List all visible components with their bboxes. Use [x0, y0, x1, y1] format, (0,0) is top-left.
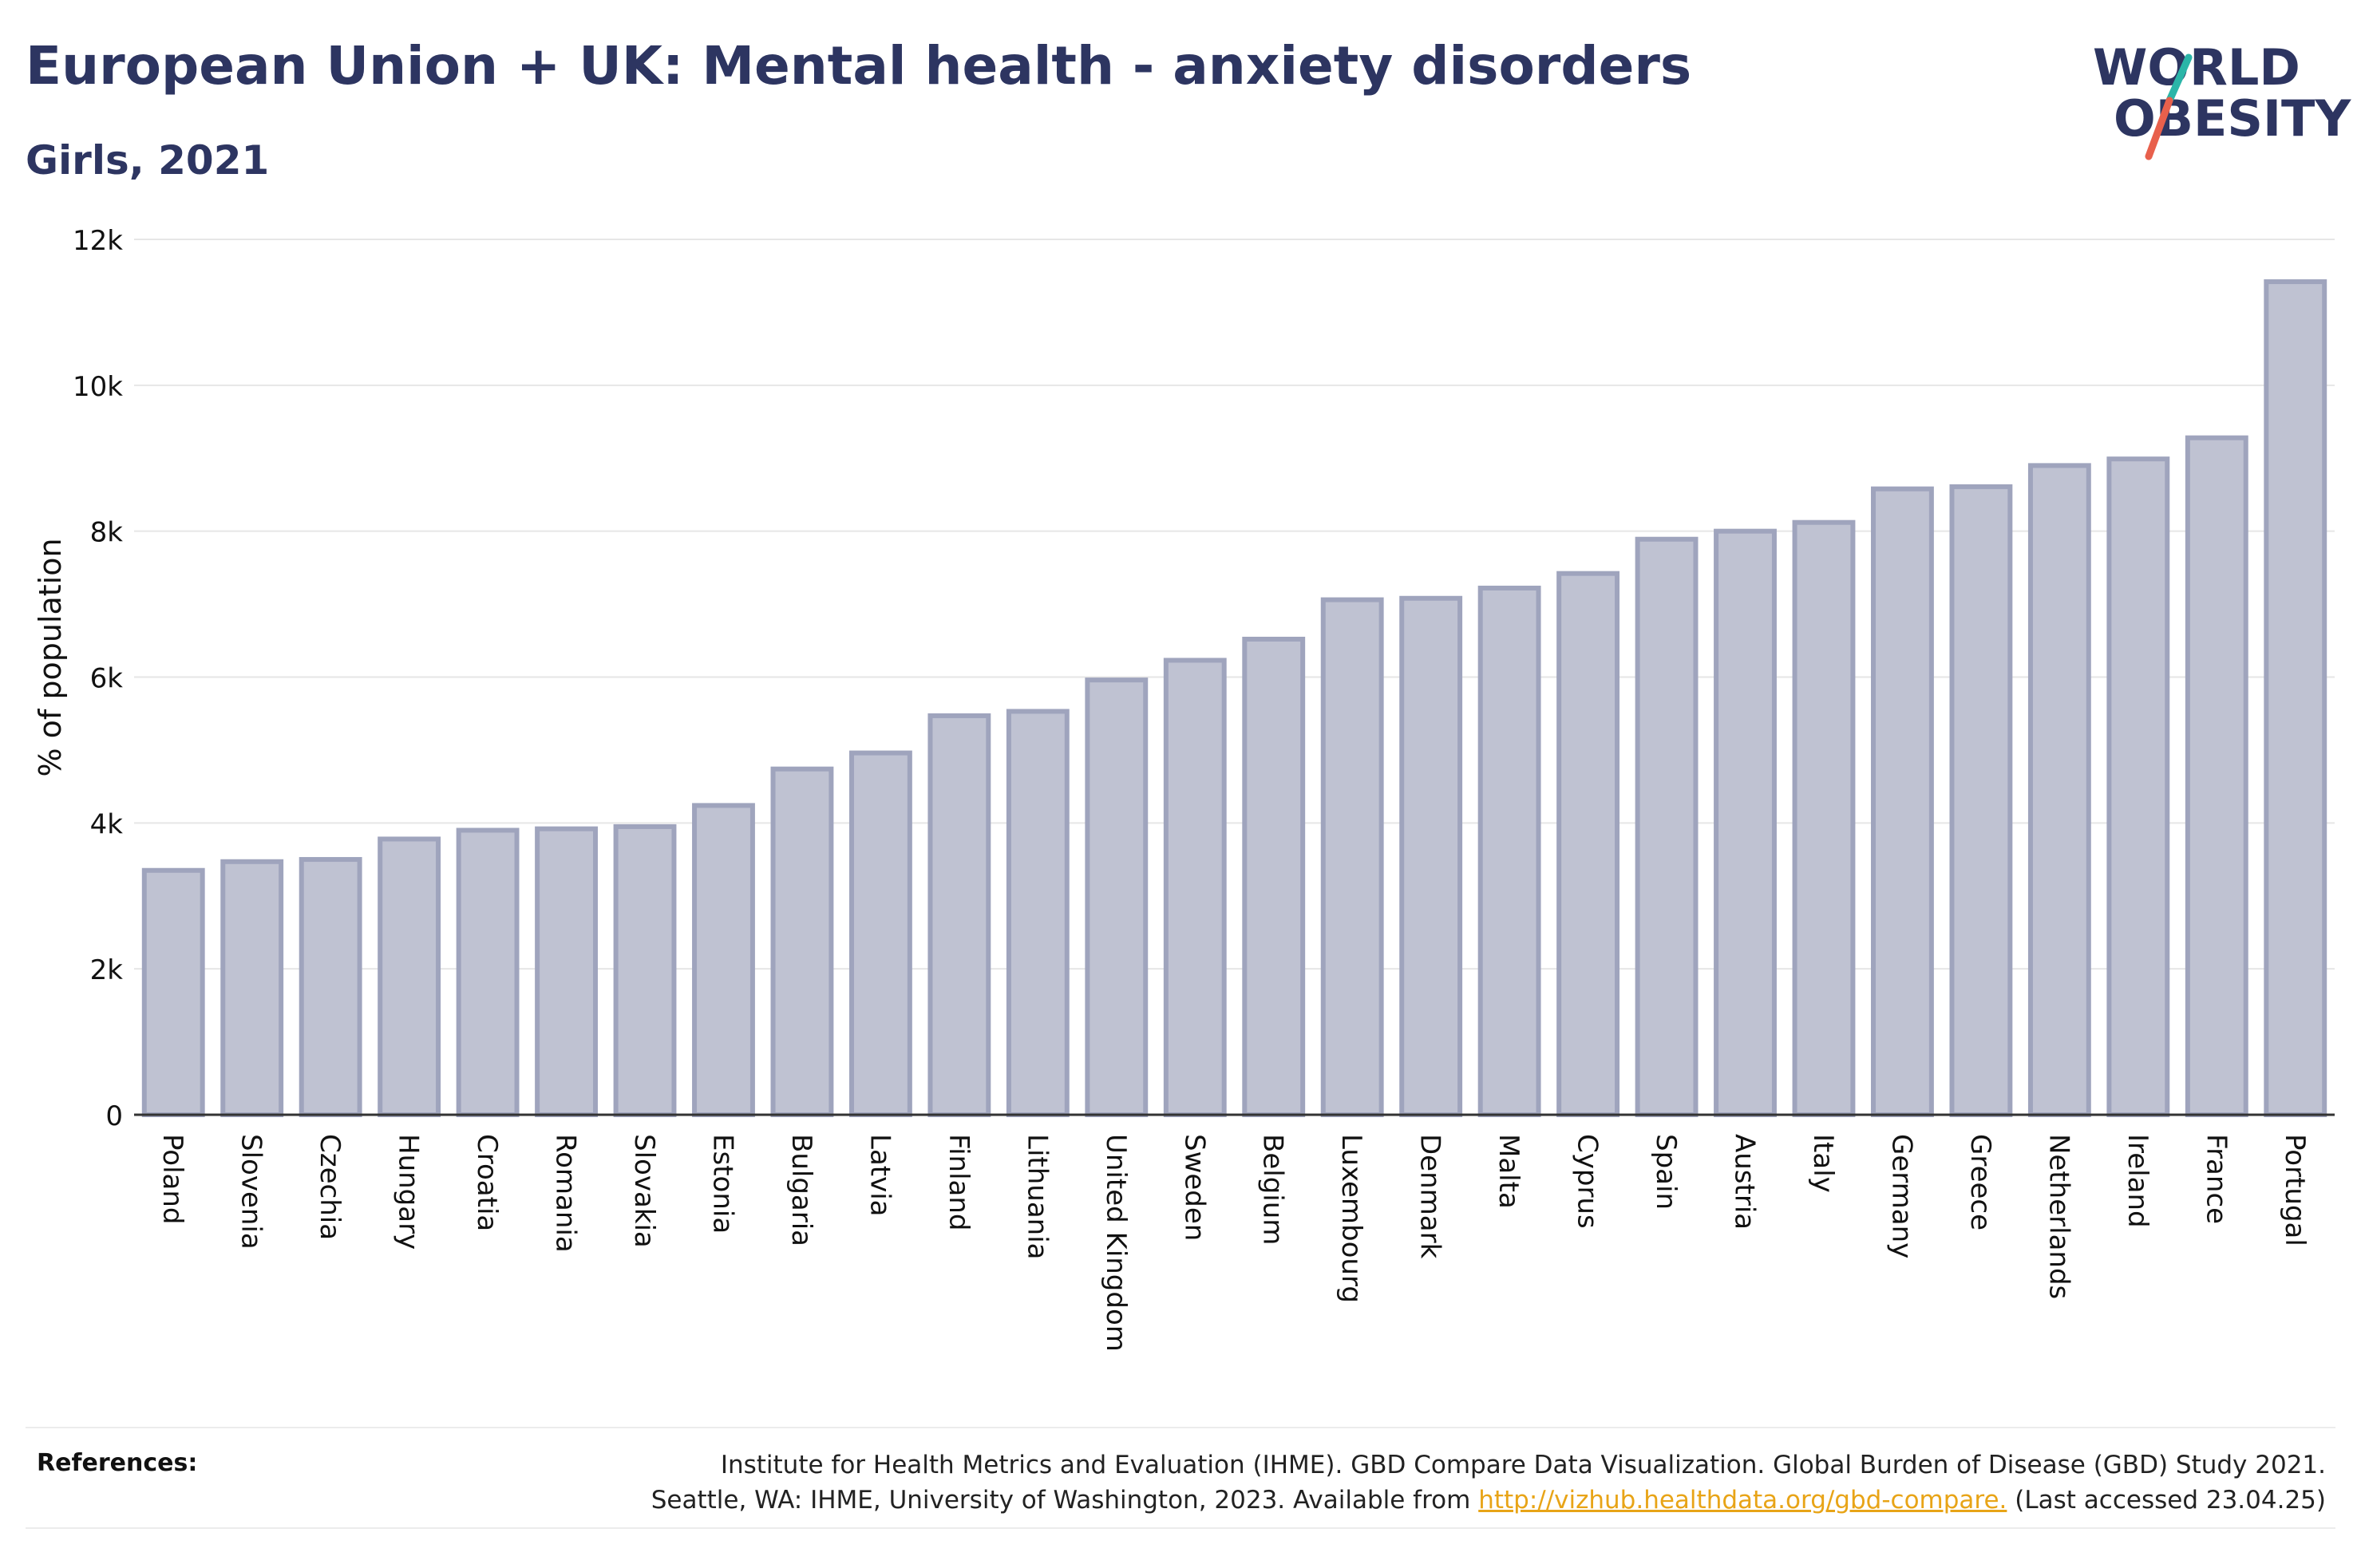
y-tick-label: 8k [90, 517, 124, 549]
x-tick-label: Poland [156, 1134, 188, 1225]
bar [2027, 463, 2091, 1117]
x-tick-label: Malta [1493, 1134, 1525, 1209]
x-tick-label: Croatia [471, 1134, 503, 1231]
bar [141, 867, 205, 1117]
x-tick-label: Latvia [864, 1134, 896, 1217]
chart-subtitle: Girls, 2021 [26, 137, 270, 184]
bar [692, 803, 755, 1117]
x-tick-label: Austria [1729, 1134, 1761, 1230]
bar [770, 766, 834, 1117]
x-tick-label: Italy [1807, 1134, 1839, 1193]
x-tick-label: Spain [1650, 1134, 1682, 1210]
bar [535, 826, 598, 1117]
bar [613, 823, 677, 1117]
x-tick-label: Lithuania [1021, 1134, 1053, 1259]
bar [1949, 484, 2013, 1117]
bar [1163, 658, 1227, 1117]
bar [1320, 597, 1384, 1117]
bar [1477, 585, 1541, 1117]
y-tick-label: 0 [105, 1100, 123, 1132]
bar [927, 713, 991, 1117]
x-tick-label: Netherlands [2043, 1134, 2074, 1299]
references-line-2-prefix: Seattle, WA: IHME, University of Washing… [651, 1486, 1479, 1515]
x-tick-label: Germany [1885, 1134, 1917, 1258]
y-axis-label: % of population [33, 538, 68, 776]
bar [299, 857, 362, 1117]
x-tick-label: Luxembourg [1335, 1134, 1367, 1303]
y-tick-label: 6k [90, 663, 124, 695]
bar [1085, 677, 1149, 1117]
bar [1399, 595, 1463, 1117]
bar [848, 750, 912, 1117]
references-text: Institute for Health Metrics and Evaluat… [651, 1448, 2326, 1518]
x-tick-label: Ireland [2122, 1134, 2153, 1228]
bar [378, 836, 441, 1117]
x-tick-label: Slovakia [628, 1134, 660, 1248]
x-tick-label: Slovenia [235, 1134, 267, 1250]
axis-layer: 0 2k 4k 6k 8k 10k 12k Poland Slovenia Czechia Hung… [73, 225, 2335, 1352]
references-link[interactable]: http://vizhub.healthdata.org/gbd-compare… [1478, 1486, 2007, 1515]
x-tick-label: Cyprus [1572, 1134, 1604, 1229]
logo-slash-coral [2145, 97, 2173, 160]
x-tick-label: Greece [1964, 1134, 1996, 1230]
x-tick-label: Bulgaria [785, 1134, 817, 1246]
x-tick-label: Hungary [393, 1134, 425, 1250]
bar [2264, 279, 2327, 1118]
bar [220, 859, 284, 1117]
x-tick-label: France [2200, 1134, 2232, 1224]
x-tick-label: United Kingdom [1100, 1134, 1132, 1352]
world-obesity-logo: WORLD OBESITY [2093, 38, 2351, 160]
bar [1006, 709, 1070, 1117]
y-tick-label: 10k [73, 371, 123, 403]
references-line-2-suffix: (Last accessed 23.04.25) [2007, 1486, 2326, 1515]
bar [2185, 435, 2248, 1117]
logo-slash-teal [2165, 53, 2193, 105]
bar [1871, 486, 1934, 1117]
x-tick-label: Sweden [1178, 1134, 1210, 1241]
logo-text-world: WORLD [2093, 38, 2300, 97]
y-tick-label: 2k [90, 954, 124, 986]
bar-chart: 0 2k 4k 6k 8k 10k 12k Poland Slovenia Czechia Hung… [33, 225, 2335, 1352]
bar [2106, 456, 2170, 1117]
references-line-2: Seattle, WA: IHME, University of Washing… [651, 1483, 2326, 1518]
references-line-1: Institute for Health Metrics and Evaluat… [720, 1451, 2326, 1479]
x-tick-label: Portugal [2279, 1134, 2311, 1246]
x-tick-label: Czechia [314, 1134, 346, 1240]
bar [1635, 536, 1699, 1117]
x-tick-label: Denmark [1414, 1134, 1446, 1259]
chart-title: European Union + UK: Mental health - anx… [26, 35, 1692, 97]
x-tick-label: Estonia [706, 1134, 738, 1234]
y-tick-label: 4k [90, 808, 124, 840]
bar [1714, 528, 1777, 1117]
bars-layer [141, 279, 2327, 1118]
x-tick-label: Belgium [1257, 1134, 1289, 1245]
x-tick-label: Romania [550, 1134, 582, 1253]
bar [1792, 519, 1856, 1117]
x-tick-label: Finland [943, 1134, 975, 1231]
bar [1242, 636, 1306, 1117]
bar [456, 827, 520, 1117]
references-box: References: Institute for Health Metrics… [26, 1427, 2335, 1529]
bar [1556, 571, 1620, 1117]
y-tick-label: 12k [73, 225, 123, 257]
references-label: References: [37, 1449, 198, 1477]
